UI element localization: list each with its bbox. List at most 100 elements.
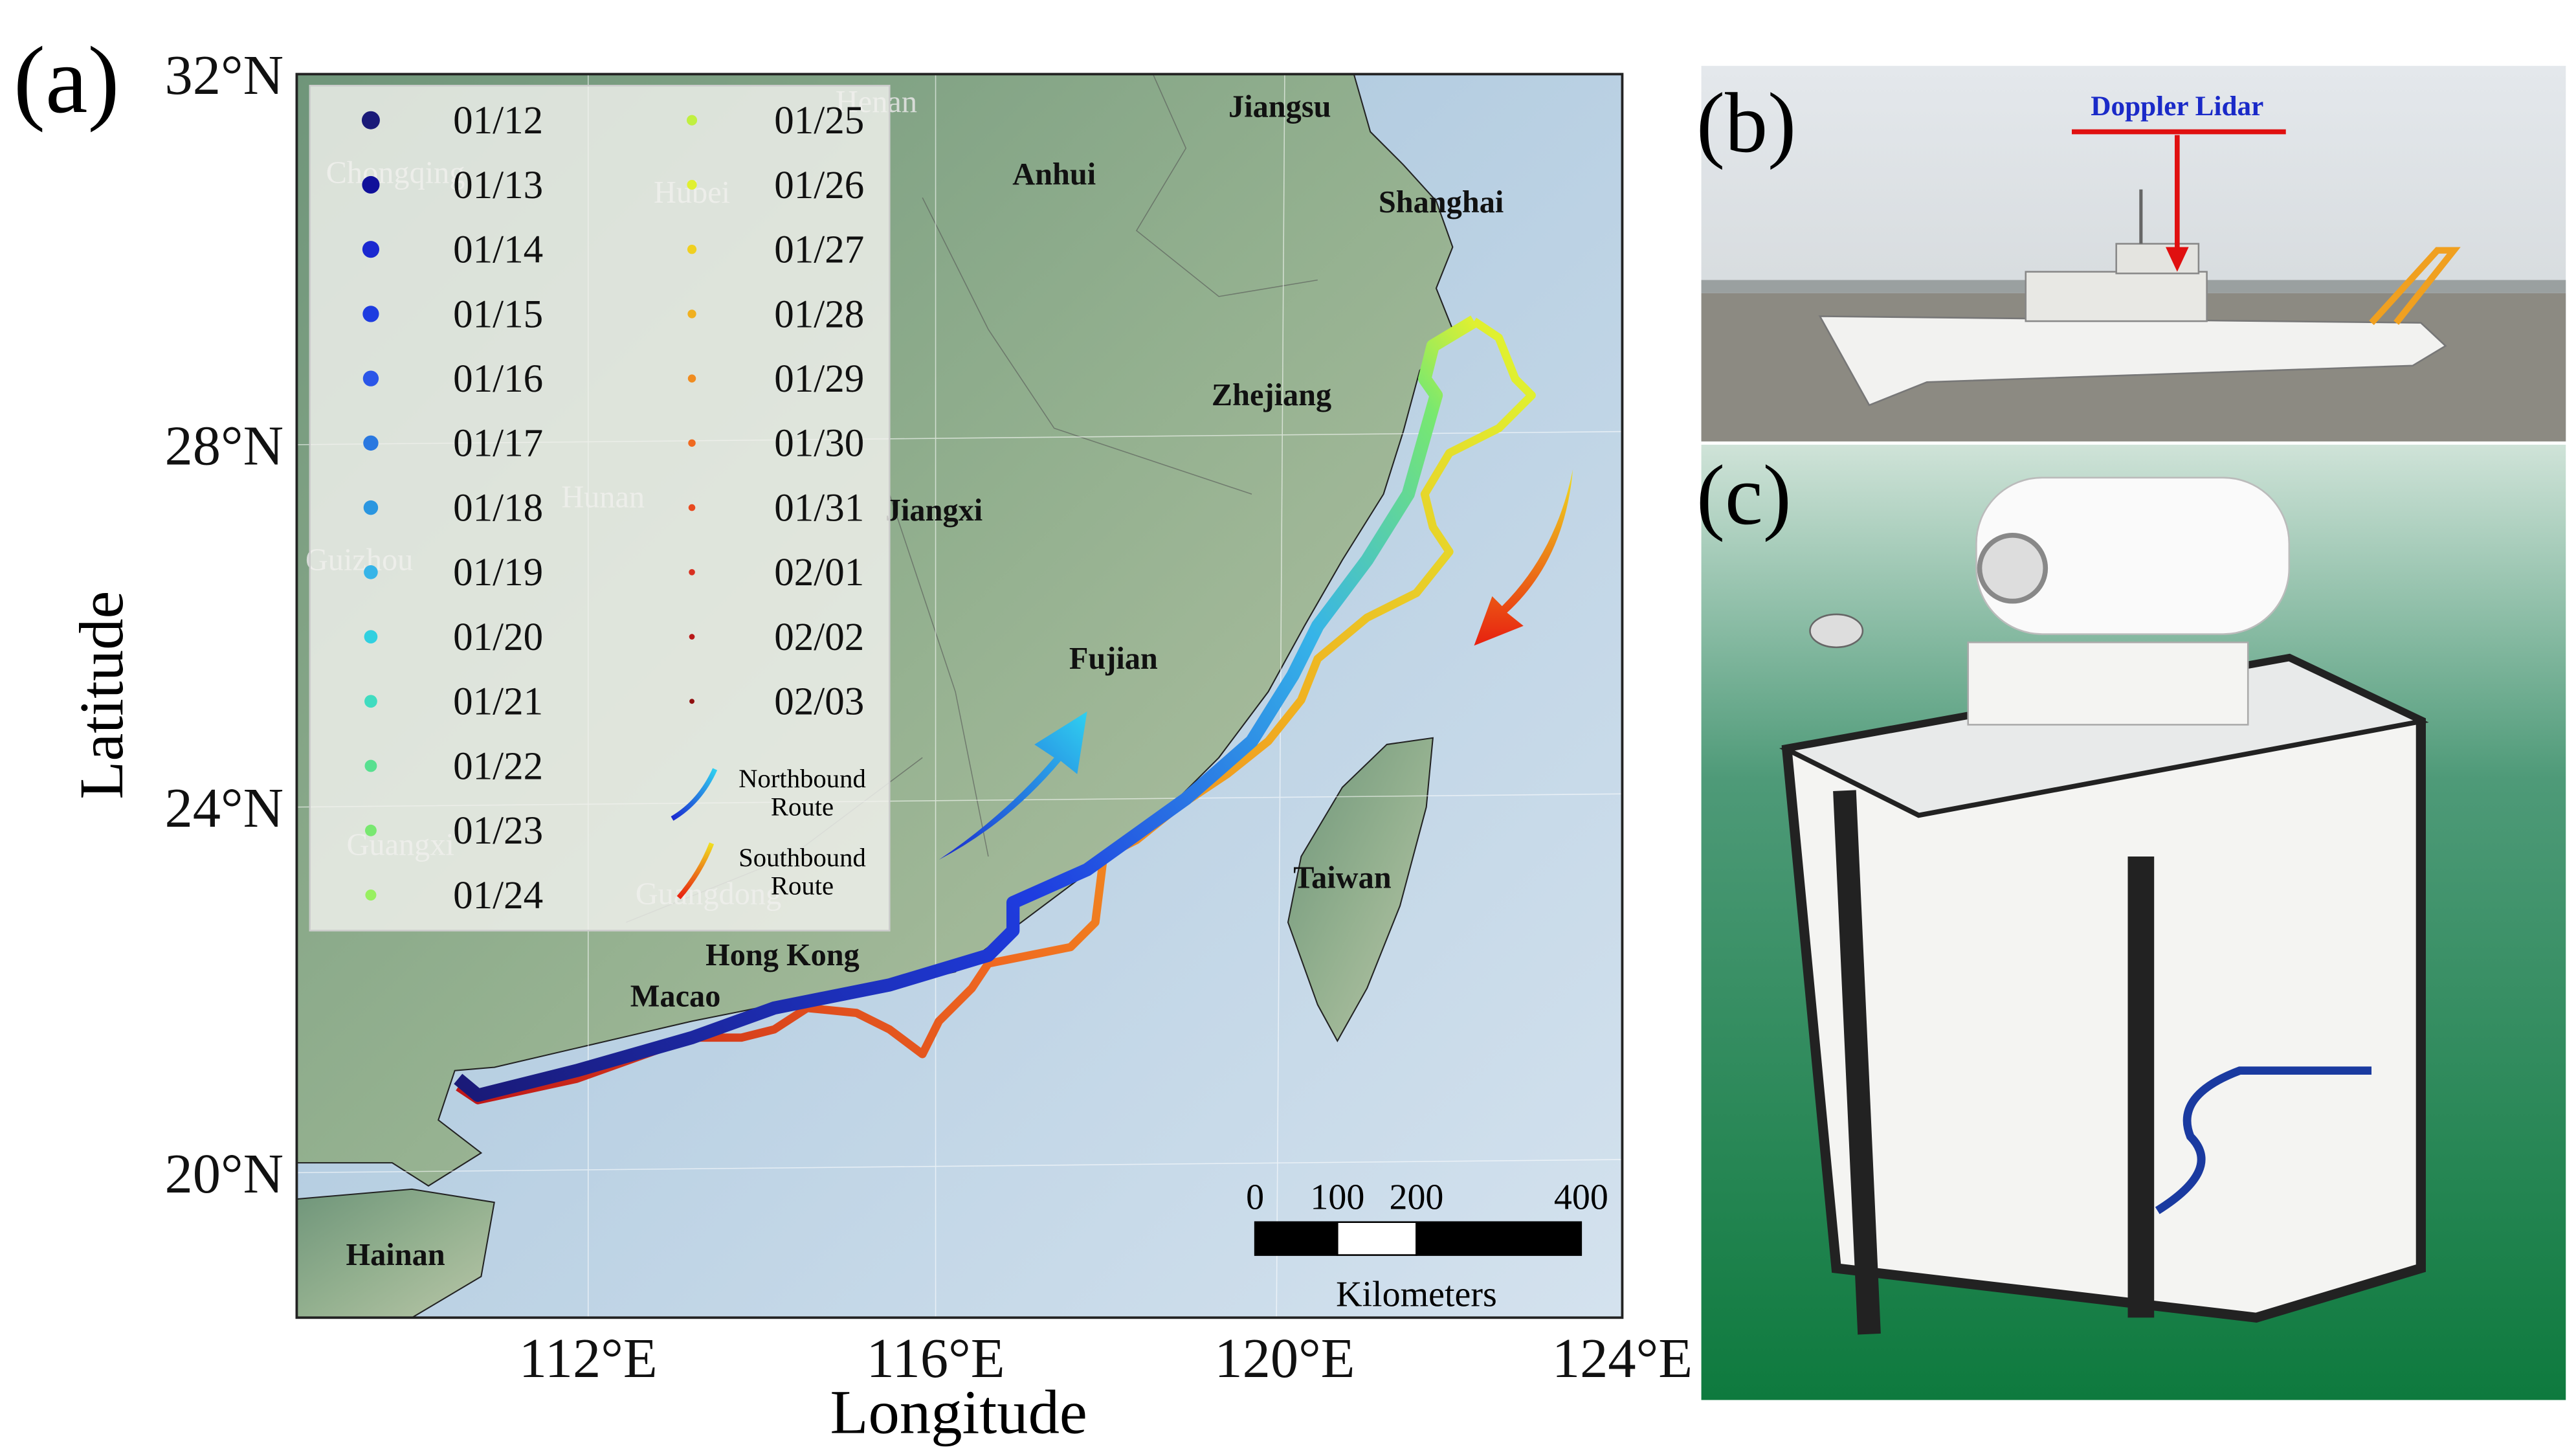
legend-label: 01/13 (453, 164, 543, 207)
legend-label: 01/26 (774, 164, 864, 207)
legend-marker (365, 889, 377, 901)
legend-label: 01/25 (774, 99, 864, 142)
legend-label: 02/01 (774, 551, 864, 594)
scale-tick-label: 200 (1389, 1177, 1443, 1217)
map-frame (295, 73, 1624, 1319)
northbound-route (454, 315, 1478, 1103)
lat-tick-label: 20°N (165, 1143, 284, 1205)
legend-label: 01/17 (453, 422, 543, 465)
legend-label: 01/27 (774, 229, 864, 272)
legend-marker (689, 634, 695, 640)
photo-c: (c) (1696, 444, 2566, 1400)
scale-unit: Kilometers (1336, 1274, 1497, 1314)
route-legend-label: Northbound (738, 764, 866, 793)
place-label: Zhejiang (1212, 378, 1331, 412)
legend-marker (361, 111, 380, 129)
legend-marker (364, 630, 378, 644)
scale-segment (1416, 1221, 1582, 1256)
scale-tick-label: 100 (1310, 1177, 1364, 1217)
legend-marker (687, 309, 696, 319)
place-label: Taiwan (1293, 860, 1391, 895)
legend-marker (362, 306, 379, 322)
place-label: Macao (630, 979, 721, 1013)
place-label: Jiangsu (1228, 90, 1331, 124)
scanner-head (1975, 476, 2291, 635)
legend-label: 01/31 (774, 486, 864, 530)
lon-tick-label: 112°E (519, 1327, 658, 1389)
northbound-arrow (938, 711, 1087, 860)
gps-antenna (1809, 613, 1864, 649)
scale-bar: 0 100 200 400 Kilometers (1246, 1177, 1608, 1314)
panel-label: (b) (1696, 75, 1796, 170)
legend-label: 02/03 (774, 680, 864, 724)
legend-marker (363, 500, 379, 515)
legend: 01/12 01/13 01/14 01/15 01/16 01/17 01/18 01/19… (361, 99, 866, 917)
annotation-arrowhead (2166, 247, 2189, 272)
lat-tick-label: 28°N (165, 414, 284, 476)
legend-marker (363, 435, 379, 451)
ship-crane (2369, 247, 2461, 326)
taiwan-island (1287, 737, 1434, 1042)
legend-label: 01/23 (453, 809, 543, 853)
legend-box (309, 85, 891, 932)
legend-marker (362, 175, 380, 194)
ship-cabin (2025, 271, 2208, 322)
photo-b: Doppler Lidar (b) (1696, 65, 2566, 442)
place-label: Hong Kong (705, 938, 860, 972)
place-label: Anhui (1012, 157, 1096, 192)
legend-marker (362, 241, 380, 258)
place-label: Fujian (1069, 642, 1158, 676)
legend-label: 01/29 (774, 357, 864, 401)
legend-marker (687, 245, 697, 254)
legend-label: 01/12 (453, 99, 543, 142)
route-legend-label: Southbound (738, 843, 866, 872)
enclosure-strap (1833, 790, 1881, 1335)
scanner-lens (1977, 533, 2049, 604)
scale-tick-label: 400 (1554, 1177, 1608, 1217)
legend-marker (689, 699, 694, 704)
legend-marker (687, 374, 696, 383)
annotation: Doppler Lidar (2091, 91, 2263, 122)
route-legend-arrow (671, 768, 718, 821)
route-legend-label: Route (771, 792, 834, 821)
legend-marker (689, 568, 695, 576)
scanner-base (1967, 641, 2249, 726)
legend-label: 01/24 (453, 874, 543, 917)
x-axis-label: Longitude (830, 1377, 1087, 1446)
legend-label: 02/02 (774, 616, 864, 659)
legend-marker (688, 439, 696, 447)
legend-label: 01/28 (774, 293, 864, 336)
place-label: Shanghai (1379, 185, 1504, 219)
lon-tick-label: 124°E (1552, 1327, 1693, 1389)
legend-label: 01/20 (453, 616, 543, 659)
legend-marker (364, 695, 377, 708)
legend-label: 01/22 (453, 745, 543, 788)
legend-marker (688, 504, 696, 511)
legend-marker (362, 370, 379, 386)
legend-label: 01/18 (453, 486, 543, 530)
lon-tick-label: 116°E (867, 1327, 1005, 1389)
panel-label: (a) (14, 27, 120, 133)
legend-label: 01/30 (774, 422, 864, 465)
legend-marker (364, 565, 378, 579)
lat-tick-label: 32°N (165, 44, 284, 106)
hainan-island (296, 1188, 495, 1318)
place-label: Hainan (346, 1238, 445, 1272)
legend-label: 01/19 (453, 551, 543, 594)
axes: 32°N 28°N 24°N 20°N 112°E 116°E 120°E 124°E Long… (67, 44, 1693, 1446)
scale-segment (1337, 1221, 1417, 1256)
lat-tick-label: 24°N (165, 777, 284, 839)
legend-marker (364, 824, 377, 836)
lon-tick-label: 120°E (1214, 1327, 1355, 1389)
legend-label: 01/16 (453, 357, 543, 401)
panel-label: (c) (1696, 447, 1792, 543)
legend-marker (687, 179, 697, 190)
place-label: Jiangxi (885, 493, 983, 528)
southbound-arrow (1474, 469, 1573, 646)
map: HenanJiangsuAnhuiShanghaiHubeiChongqingZ… (296, 74, 1623, 1318)
legend-label: 01/21 (453, 680, 543, 724)
scale-tick-label: 0 (1246, 1177, 1264, 1217)
logo-stripe (2155, 1066, 2372, 1215)
legend-label: 01/15 (453, 293, 543, 336)
